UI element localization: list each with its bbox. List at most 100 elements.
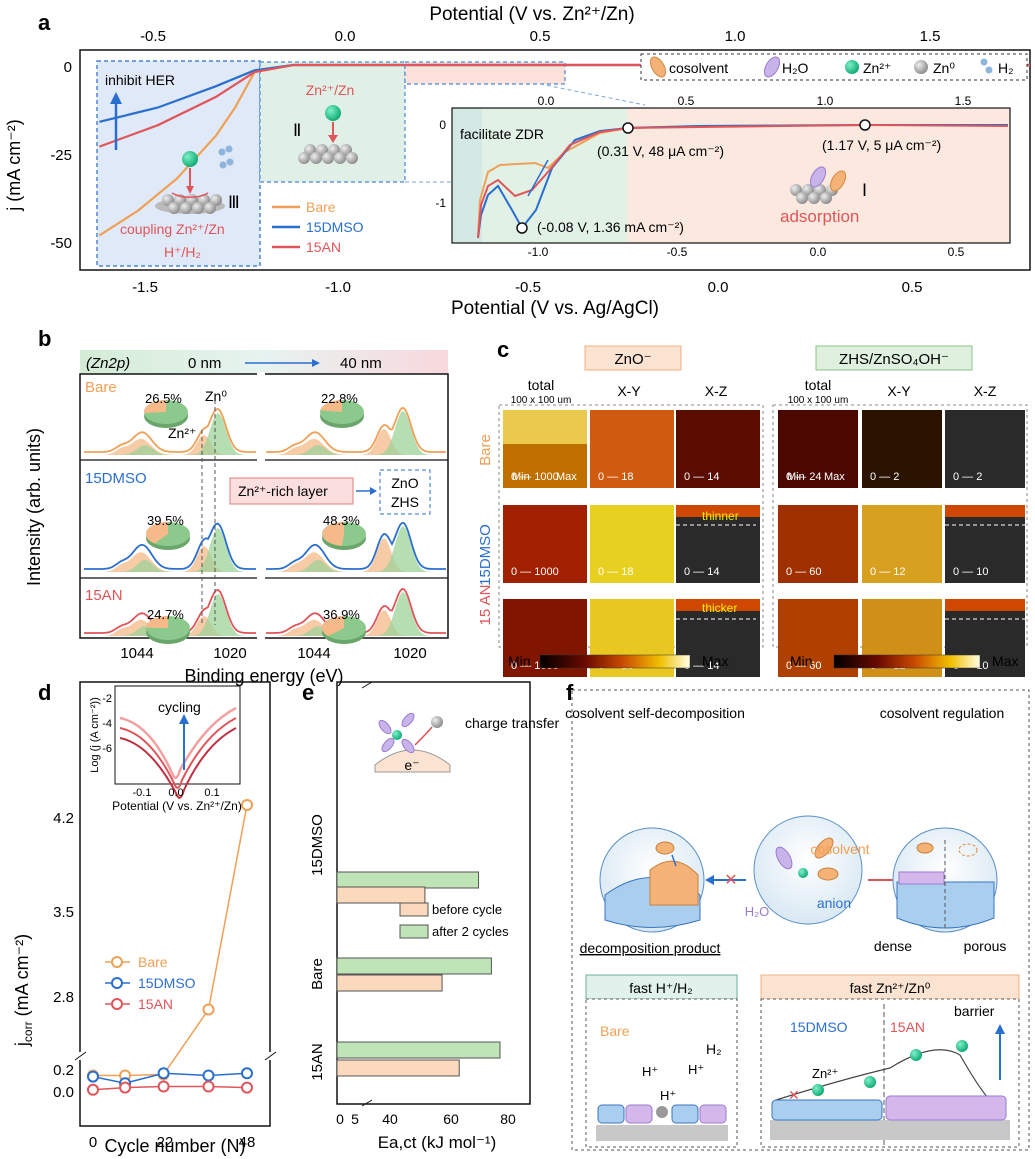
a-top-tick: 1.0: [725, 28, 746, 45]
a-bottom-tick: -1.0: [325, 279, 351, 296]
c-cbar-min: Min: [790, 653, 813, 669]
a-label-pt1: (0.31 V, 48 μA cm⁻²): [597, 143, 724, 159]
f-bare: Bare: [600, 1023, 630, 1039]
a-y-axis-title: j (mA cm⁻²): [4, 119, 24, 212]
b-rich-layer-box: [229, 477, 354, 505]
a-label-coupling: coupling Zn²⁺/Zn: [120, 221, 225, 237]
arrow-up-icon: [179, 714, 189, 724]
b-pct: 36.9%: [323, 607, 360, 622]
e-bar-after-15an: [336, 1041, 501, 1059]
pie-slice: [322, 522, 344, 546]
b-envelope: [266, 407, 446, 453]
b-peak-zn0-area: [84, 413, 256, 455]
d-y-tick: 4.2: [53, 810, 74, 827]
d-break-mark: [264, 1051, 277, 1061]
a-zoom-link: [539, 83, 646, 106]
charge-transfer-illustration: e⁻: [374, 712, 451, 773]
b-x-tick: 1020: [213, 645, 246, 662]
map-scale: 0 — 24: [786, 471, 821, 483]
zn2-ion-icon: [325, 105, 341, 121]
c-col-header: X-Z: [974, 383, 997, 399]
inset-line-15an: [477, 123, 1009, 239]
f-hplus: H⁺: [688, 1062, 704, 1077]
d-inset-x-tick: -0.1: [133, 787, 152, 799]
e-category: Bare: [309, 958, 326, 990]
a-inset-top-tick: 1.0: [817, 94, 834, 108]
d-point: [157, 1067, 170, 1080]
d-inset-y-tick: -2: [102, 693, 112, 705]
map-tile: [945, 505, 1025, 583]
a-y-tick: -25: [50, 147, 72, 164]
legend-marker: [111, 956, 123, 968]
e-electron: e⁻: [404, 757, 419, 773]
c-min-label: Min: [787, 471, 805, 483]
b-pct: 48.3%: [323, 513, 360, 528]
c-row-label: Bare: [477, 434, 494, 466]
panel-label-a: a: [38, 10, 51, 35]
arrow-down-icon: [328, 135, 338, 143]
lsv-line-15an: [99, 63, 1030, 148]
d-x-tick: 48: [239, 1134, 256, 1151]
c-size-note: 100 x 100 um: [788, 395, 849, 406]
c-row-label: 15DMSO: [477, 524, 494, 586]
d-inset-y-tick: -6: [102, 743, 112, 755]
f-anion: anion: [817, 895, 851, 911]
a-y-tick: 0: [64, 59, 72, 76]
legend-label: 15AN: [138, 996, 173, 1012]
zn2-ion-icon: [182, 151, 198, 167]
pie-slice: [321, 615, 344, 637]
legend-label: 15DMSO: [306, 219, 364, 235]
panel-label-b: b: [38, 326, 51, 351]
panel-label-d: d: [38, 680, 51, 705]
e-bar-after-bare: [336, 957, 492, 975]
adsorption-illustration: [790, 166, 847, 204]
b-peak-zn2: Zn²⁺: [168, 425, 196, 441]
a-top-tick: 0.0: [335, 28, 356, 45]
e-legend-label: after 2 cycles: [432, 924, 509, 939]
b-peak-zn0-area: [266, 411, 446, 455]
e-bar-after-15dmso: [336, 871, 480, 889]
map-tile: [503, 505, 587, 583]
a-inset-bottom-tick: 0.5: [948, 245, 965, 259]
b-zno-zhs-box: [379, 469, 431, 515]
f-box2-layer: ✕: [770, 1040, 1010, 1140]
a-inset-y-tick: -1: [435, 196, 446, 210]
panel-label-c: c: [497, 337, 509, 362]
tafel-curve: [119, 706, 237, 779]
a-top-tick: -0.5: [140, 28, 166, 45]
f-h2: H₂: [706, 1041, 722, 1057]
map-scale: 0 — 14: [684, 660, 719, 672]
a-inset-frame: [451, 107, 1011, 244]
f-right-bubble: [892, 827, 998, 933]
b-peak-zn0-area: [266, 592, 446, 636]
d-point: [87, 1083, 99, 1096]
d-legend: Bare 15DMSO 15AN: [105, 954, 196, 1012]
map-tile: [862, 410, 942, 488]
pie-slice: [144, 400, 166, 414]
zn2-ion-icon: [845, 60, 859, 74]
map-scale: 0 — 14: [684, 471, 719, 483]
legend-h2: H₂: [998, 60, 1014, 76]
b-axis-break: [257, 372, 265, 642]
c-tof-sims-maps: 0 — 1000 0 — 18 0 — 14 0 — 24 0 — 2 0 — 2 0 — …: [503, 410, 1025, 677]
map-tile: [676, 505, 760, 583]
roman-1: Ⅰ: [862, 181, 867, 200]
b-xps-spectra: [84, 407, 446, 636]
b-y-axis-title: Intensity (arb. units): [24, 428, 44, 586]
b-pie-charts: [144, 400, 366, 644]
f-box1-title: fast H⁺/H₂: [629, 980, 692, 996]
c-col-header: X-Y: [887, 383, 911, 399]
b-envelope: [84, 522, 256, 570]
e-x-axis-title: Ea,ct (kJ mol⁻¹): [378, 1133, 497, 1152]
tafel-curve: [119, 727, 237, 799]
e-bar-before-15dmso: [336, 886, 426, 904]
legend-label: 15AN: [306, 239, 341, 255]
a-label-hh2: H⁺/H₂: [164, 244, 201, 260]
d-x-tick: 22: [157, 1134, 174, 1151]
legend-zn2: Zn²⁺: [863, 60, 891, 76]
legend-zn0: Zn⁰: [933, 60, 955, 76]
map-surface-layer: [945, 599, 1025, 611]
d-point: [241, 1067, 253, 1080]
zn-cluster-illustration: [155, 145, 234, 214]
